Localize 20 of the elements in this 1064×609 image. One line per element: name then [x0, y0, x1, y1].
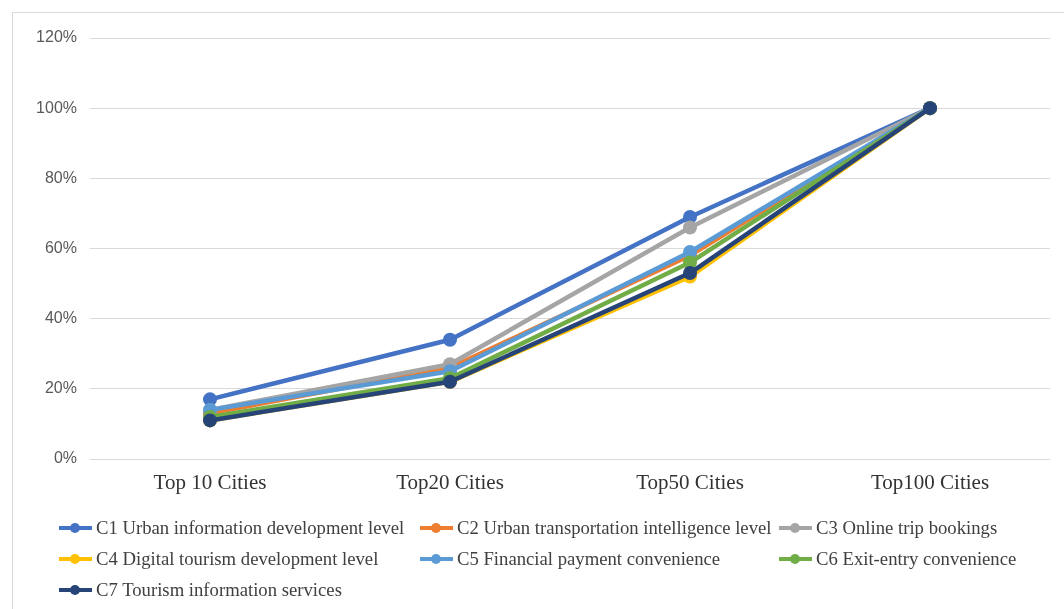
y-tick-label: 120% [36, 28, 77, 46]
x-tick-label: Top100 Cities [870, 470, 990, 495]
legend-label: C3 Online trip bookings [816, 516, 998, 539]
y-tick-label: 20% [44, 379, 77, 397]
y-tick-label: 0% [53, 449, 77, 467]
y-tick-label: 100% [36, 98, 77, 116]
y-tick-label: 40% [44, 309, 77, 327]
legend-label: C1 Urban information development level [96, 516, 405, 539]
legend-label: C7 Tourism information services [96, 578, 342, 601]
y-tick-label: 80% [44, 168, 77, 186]
y-tick-label: 60% [44, 238, 77, 256]
x-tick-label: Top50 Cities [636, 470, 744, 495]
x-tick-label: Top20 Cities [396, 470, 504, 495]
x-tick-label: Top 10 Cities [153, 470, 267, 495]
legend-label: C5 Financial payment convenience [457, 547, 721, 570]
legend-label: C4 Digital tourism development level [96, 547, 379, 570]
legend-label: C2 Urban transportation intelligence level [457, 516, 772, 539]
point [443, 332, 457, 347]
legend-label: C6 Exit-entry convenience [816, 547, 1017, 570]
point [683, 220, 697, 235]
